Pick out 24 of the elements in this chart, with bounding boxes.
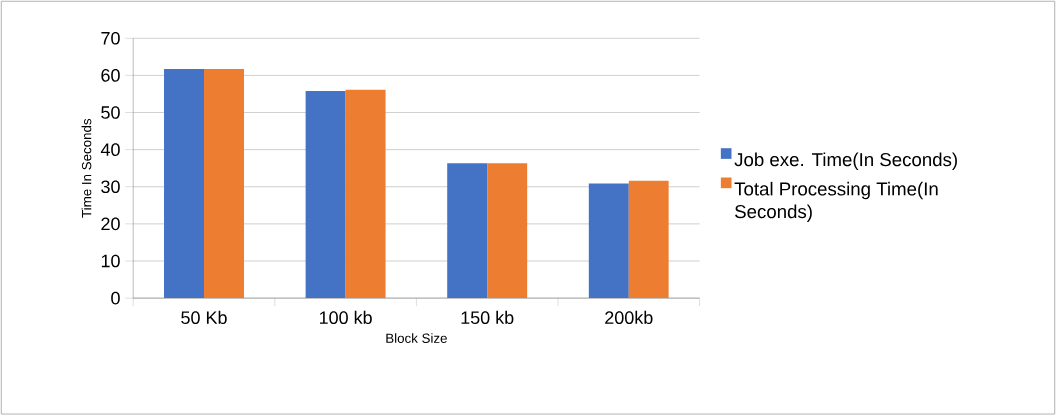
bar [487,163,528,298]
x-tick-label: 50 Kb [181,310,227,324]
y-tick-label: 30 [101,180,120,193]
y-tick-label: 0 [111,291,120,305]
legend-label: Job exe. Time(In Seconds) [734,152,957,170]
y-axis-title: Time In Seconds [81,118,92,218]
bar [588,183,629,298]
bar [305,90,346,298]
y-tick-label: 20 [101,217,120,231]
x-tick-label: 100 kb [319,310,372,324]
y-tick-label: 50 [101,105,120,119]
y-tick-label: 70 [101,31,120,45]
bar [447,163,488,298]
bar [204,68,244,298]
x-axis-title: Block Size [386,333,447,343]
bar [345,89,386,298]
y-tick-label: 40 [100,143,120,156]
bar [164,68,204,298]
legend-label: Total Processing Time(In Seconds) [734,181,938,222]
bar [628,180,669,298]
x-tick-label: 200kb [605,310,653,324]
x-tick-label: 150 kb [461,310,514,324]
y-tick-label: 10 [101,254,120,268]
y-tick-label: 60 [101,68,120,82]
